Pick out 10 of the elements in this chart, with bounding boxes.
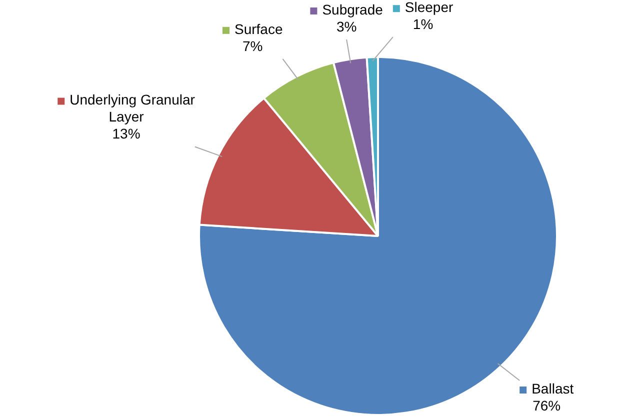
data-label: 7% — [242, 38, 263, 54]
data-label: 3% — [336, 18, 357, 34]
legend-label: Sleeper — [404, 0, 454, 15]
legend-label: Surface — [234, 20, 283, 37]
legend-label: Underlying Granular Layer — [70, 92, 196, 125]
data-label: 13% — [112, 126, 140, 142]
legend-label: Subgrade — [322, 1, 384, 18]
data-label: 76% — [532, 397, 561, 414]
data-label: 1% — [412, 16, 434, 32]
legend-label: Ballast — [532, 380, 574, 396]
